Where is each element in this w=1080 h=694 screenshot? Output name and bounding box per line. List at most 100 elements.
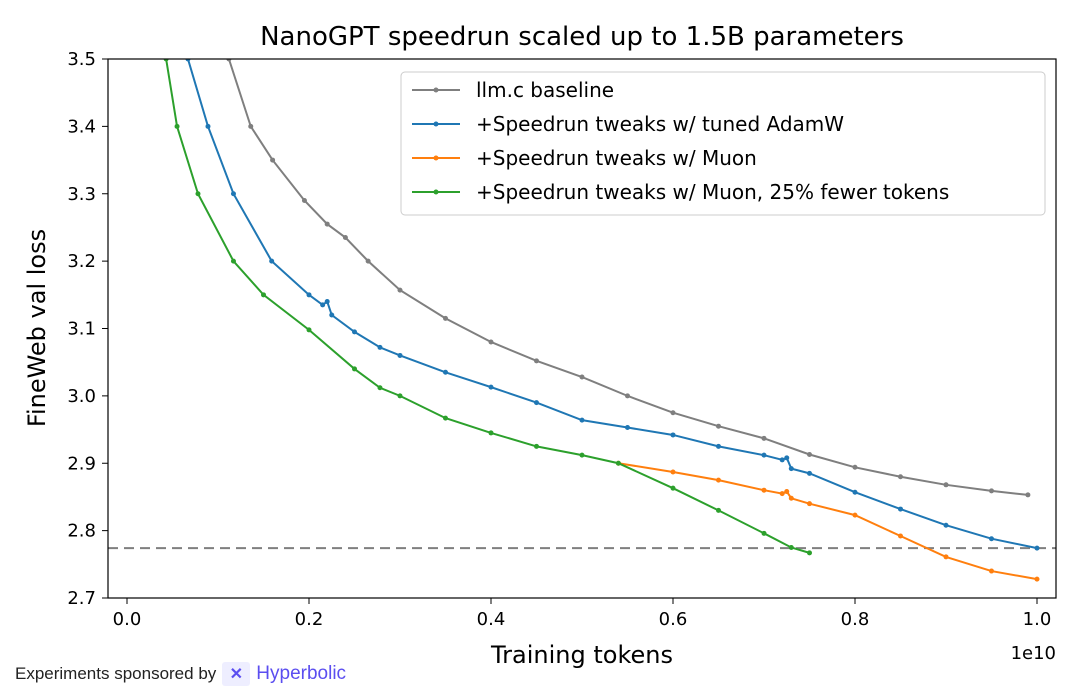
data-point <box>788 466 794 472</box>
legend-marker <box>433 87 439 93</box>
data-point <box>230 258 236 264</box>
series-line-3 <box>165 59 810 554</box>
data-point <box>397 287 403 293</box>
legend-label: llm.c baseline <box>476 78 614 102</box>
y-tick-label: 2.8 <box>67 521 96 542</box>
data-point <box>943 482 949 488</box>
plot-frame <box>107 58 1057 599</box>
data-point <box>269 258 275 264</box>
sponsor-note: Experiments sponsored by ✕ Hyperbolic <box>15 662 346 686</box>
legend-marker <box>433 121 439 127</box>
x-axis-label: Training tokens <box>490 641 673 669</box>
data-point <box>1034 576 1040 582</box>
data-point <box>989 488 994 494</box>
data-point <box>324 221 330 227</box>
data-point <box>779 491 785 497</box>
x-tick-label: 0.8 <box>841 609 870 630</box>
data-point <box>852 489 858 495</box>
data-point <box>195 191 201 197</box>
data-point <box>488 430 494 436</box>
data-point <box>1034 545 1040 551</box>
data-point <box>397 352 403 358</box>
data-point <box>488 339 494 345</box>
data-point <box>625 393 630 399</box>
data-point <box>807 501 812 507</box>
legend-label: +Speedrun tweaks w/ Muon, 25% fewer toke… <box>476 180 949 204</box>
data-point <box>352 366 357 372</box>
data-point <box>163 59 169 62</box>
data-point <box>443 415 448 421</box>
legend-label: +Speedrun tweaks w/ Muon <box>476 146 757 170</box>
data-point <box>807 470 812 476</box>
x-tick-label: 0.6 <box>659 609 688 630</box>
data-point <box>898 533 903 539</box>
data-point <box>625 425 630 431</box>
data-point <box>226 59 232 62</box>
data-point <box>443 369 448 375</box>
data-point <box>261 292 266 298</box>
legend-box <box>400 71 1046 216</box>
data-point <box>807 451 812 457</box>
data-point <box>784 455 790 461</box>
data-point <box>670 469 676 475</box>
x-tick-label: 0.4 <box>477 609 506 630</box>
data-point <box>579 452 585 458</box>
data-point <box>761 452 767 458</box>
data-point <box>898 506 903 512</box>
data-point <box>852 464 858 470</box>
chart-title: NanoGPT speedrun scaled up to 1.5B param… <box>260 22 904 52</box>
sponsor-name: Hyperbolic <box>256 663 347 684</box>
data-point <box>179 16 184 21</box>
data-point <box>205 123 211 129</box>
data-point <box>185 59 191 62</box>
data-point <box>324 299 330 305</box>
data-point <box>306 292 312 298</box>
data-point <box>716 507 721 513</box>
data-point <box>397 393 403 399</box>
data-point <box>230 191 236 197</box>
data-point <box>248 123 254 129</box>
data-point <box>670 432 676 438</box>
data-point <box>534 358 539 364</box>
y-tick-label: 3.4 <box>67 116 96 137</box>
data-point <box>270 157 276 163</box>
data-point <box>761 487 767 493</box>
data-point <box>615 460 621 466</box>
data-point <box>784 489 790 495</box>
data-point <box>716 477 721 483</box>
data-point <box>761 435 767 441</box>
data-point <box>159 16 164 21</box>
data-point <box>943 522 949 528</box>
x-tick-label: 0.2 <box>295 609 324 630</box>
y-tick-label: 3.5 <box>67 49 96 70</box>
legend-label: +Speedrun tweaks w/ tuned AdamW <box>476 112 844 136</box>
data-point <box>579 374 585 380</box>
y-tick-label: 2.9 <box>67 453 96 474</box>
data-point <box>788 495 794 501</box>
data-point <box>989 536 994 542</box>
data-point <box>1025 492 1031 498</box>
data-point <box>377 385 383 391</box>
data-point <box>352 329 357 335</box>
data-point <box>807 550 812 556</box>
sponsor-text: Experiments sponsored by <box>15 664 217 683</box>
data-point <box>779 457 785 463</box>
data-point <box>852 512 858 518</box>
y-tick-label: 3.2 <box>67 251 96 272</box>
data-point <box>761 530 767 536</box>
data-point <box>898 474 903 480</box>
data-point <box>534 400 539 406</box>
y-tick-label: 2.7 <box>67 588 96 609</box>
data-point <box>329 312 335 318</box>
data-point <box>670 485 676 491</box>
data-point <box>342 235 348 241</box>
data-point <box>788 544 794 550</box>
data-point <box>670 410 676 416</box>
data-point <box>716 423 721 429</box>
y-tick-label: 3.0 <box>67 386 96 407</box>
data-point <box>943 554 949 560</box>
y-axis-label: FineWeb val loss <box>23 229 51 427</box>
y-tick-label: 3.3 <box>67 184 96 205</box>
data-point <box>377 344 383 350</box>
